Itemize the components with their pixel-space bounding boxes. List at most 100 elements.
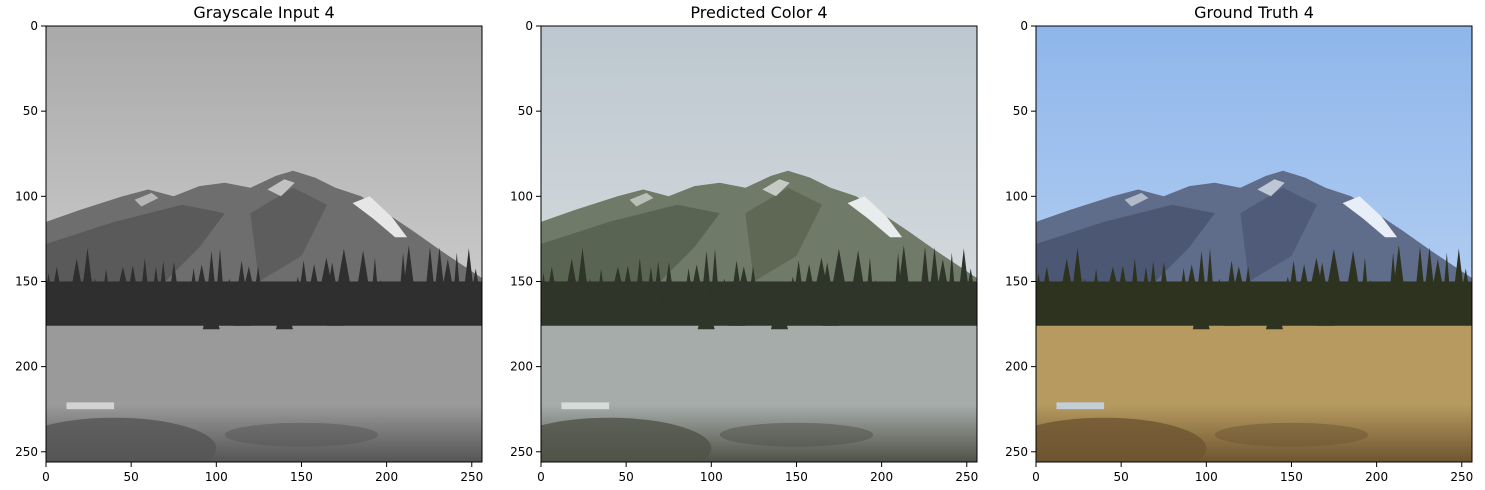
tree: [233, 295, 251, 326]
tree: [881, 288, 895, 316]
tree: [1413, 246, 1427, 316]
y-tick-label: 100: [15, 189, 38, 203]
tree: [728, 295, 746, 326]
tree: [918, 246, 932, 316]
tree: [895, 245, 913, 316]
x-axis: 0 50 100 150 200 250: [1032, 462, 1473, 484]
x-tick-label: 200: [1365, 470, 1388, 484]
x-tick-label: 200: [375, 470, 398, 484]
y-tick-label: 0: [1020, 19, 1028, 33]
tree: [1194, 250, 1209, 316]
x-tick-label: 100: [1195, 470, 1218, 484]
tree: [1192, 298, 1210, 330]
tree: [822, 295, 839, 326]
tree: [770, 298, 788, 330]
axes-frame: [1035, 25, 1473, 463]
tree: [327, 295, 344, 326]
snow-patch: [1257, 179, 1285, 197]
tree: [451, 252, 462, 316]
x-tick-label: 100: [205, 470, 228, 484]
axes-frame: [45, 25, 483, 463]
tree: [714, 278, 734, 316]
x-tick-label: 0: [42, 470, 50, 484]
x-tick-label: 200: [870, 470, 893, 484]
y-tick-label: 200: [1005, 360, 1028, 374]
meadow-shadow: [719, 422, 874, 447]
tree: [202, 298, 220, 330]
tree: [633, 258, 647, 316]
tree: [370, 280, 391, 316]
tree: [865, 280, 886, 316]
panel-title: Ground Truth 4: [1194, 3, 1314, 22]
y-tick-label: 0: [30, 19, 38, 33]
mountain-shadow: [250, 187, 327, 282]
tree: [352, 250, 374, 316]
ground-truth-image: [1036, 26, 1472, 462]
panel-grayscale-input: Grayscale Input 4 0 50 100 150 200 250 0 50 100…: [15, 3, 483, 484]
y-tick-label: 100: [1005, 189, 1028, 203]
tree: [962, 268, 977, 316]
x-tick-label: 50: [124, 470, 139, 484]
mountain-shadow: [745, 187, 822, 282]
x-tick-label: 50: [1114, 470, 1129, 484]
tree: [1457, 268, 1472, 316]
stump: [66, 402, 115, 410]
tree: [652, 260, 665, 316]
y-tick-label: 250: [15, 445, 38, 459]
tree: [1113, 265, 1132, 316]
panel-ground-truth: Ground Truth 4 0 50 100 150 200 250 0 50 100 150…: [1005, 3, 1473, 484]
panel-title: Grayscale Input 4: [193, 3, 334, 22]
tree: [827, 248, 851, 316]
tree: [400, 245, 418, 316]
tree: [1390, 245, 1408, 316]
meadow-shadow: [224, 422, 379, 447]
tree: [1265, 298, 1283, 330]
y-tick-label: 250: [1005, 445, 1028, 459]
tree: [618, 265, 637, 316]
tree: [1163, 291, 1177, 316]
tree: [173, 291, 187, 316]
tree: [1255, 283, 1278, 316]
x-tick-label: 0: [537, 470, 545, 484]
tree: [88, 278, 102, 316]
tree: [467, 268, 482, 316]
tree: [157, 260, 170, 316]
x-axis: 0 50 100 150 200 250: [537, 462, 978, 484]
y-axis: 0 50 100 150 200 250: [1005, 19, 1036, 459]
x-tick-label: 150: [785, 470, 808, 484]
tree: [746, 266, 760, 316]
y-tick-label: 200: [15, 360, 38, 374]
tree: [219, 278, 239, 316]
grayscale-image: [46, 26, 482, 462]
x-tick-label: 250: [955, 470, 978, 484]
snow-patch: [267, 179, 295, 197]
panel-title: Predicted Color 4: [690, 3, 827, 22]
tree: [332, 248, 356, 316]
x-tick-label: 0: [1032, 470, 1040, 484]
tree: [1360, 280, 1381, 316]
tree: [204, 250, 219, 316]
tree: [423, 246, 437, 316]
tree: [386, 288, 400, 316]
tree: [1322, 248, 1346, 316]
y-tick-label: 50: [1013, 104, 1028, 118]
y-tick-label: 200: [510, 360, 533, 374]
axes-frame: [540, 25, 978, 463]
tree: [709, 248, 721, 316]
y-tick-label: 150: [1005, 274, 1028, 288]
tree: [697, 298, 715, 330]
y-tick-label: 50: [518, 104, 533, 118]
tree: [265, 283, 288, 316]
y-tick-label: 0: [525, 19, 533, 33]
meadow-shadow: [1214, 422, 1369, 447]
tree: [123, 265, 142, 316]
tree: [699, 250, 714, 316]
tree: [214, 248, 226, 316]
tree: [251, 266, 265, 316]
tree: [1241, 266, 1255, 316]
snow-patch: [1124, 192, 1149, 207]
x-tick-label: 50: [619, 470, 634, 484]
x-tick-label: 150: [290, 470, 313, 484]
tree: [138, 258, 152, 316]
